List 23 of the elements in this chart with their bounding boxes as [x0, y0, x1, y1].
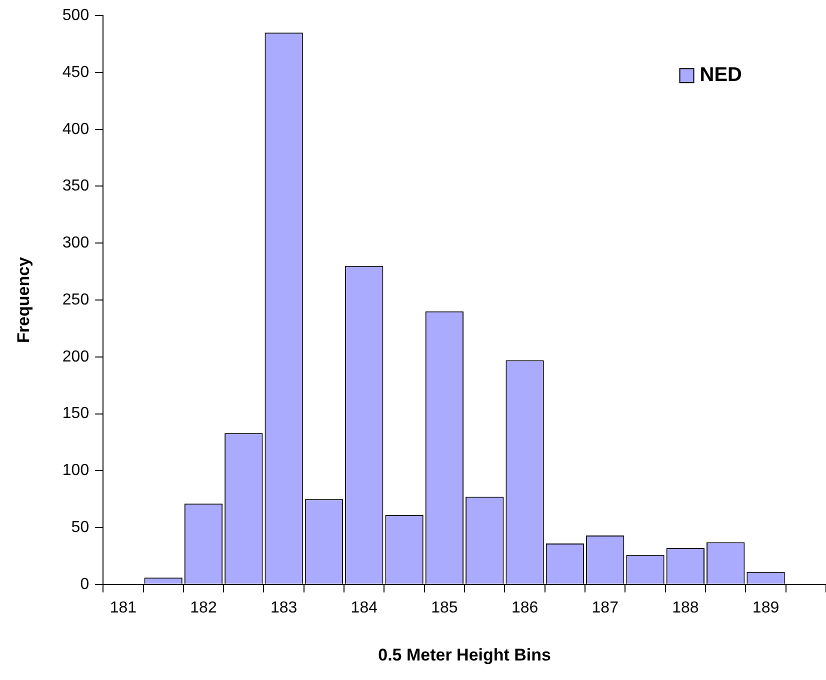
x-axis-title: 0.5 Meter Height Bins — [378, 645, 551, 664]
legend-label: NED — [700, 64, 742, 86]
y-tick-label: 400 — [62, 120, 90, 138]
y-tick-label: 100 — [62, 462, 90, 480]
y-tick-label: 0 — [80, 576, 90, 593]
y-axis-title: Frequency — [14, 256, 33, 343]
y-tick-label: 300 — [62, 234, 90, 252]
y-tick-label: 150 — [62, 405, 90, 422]
x-tick-label: 184 — [350, 599, 378, 616]
x-tick-label: 186 — [511, 599, 538, 616]
x-tick-label: 188 — [672, 599, 699, 616]
x-tick-label: 181 — [110, 599, 137, 616]
x-tick-label: 183 — [270, 599, 298, 616]
y-tick-label: 50 — [71, 518, 90, 536]
x-tick-label: 189 — [752, 599, 780, 616]
y-tick-label: 200 — [62, 348, 90, 366]
y-tick-label: 350 — [62, 178, 90, 195]
x-tick-label: 185 — [431, 599, 458, 616]
y-tick-label: 250 — [62, 291, 90, 308]
y-tick-label: 500 — [62, 7, 90, 24]
y-tick-label: 450 — [62, 64, 90, 81]
x-tick-label: 182 — [190, 599, 217, 616]
x-tick-label: 187 — [592, 599, 619, 616]
